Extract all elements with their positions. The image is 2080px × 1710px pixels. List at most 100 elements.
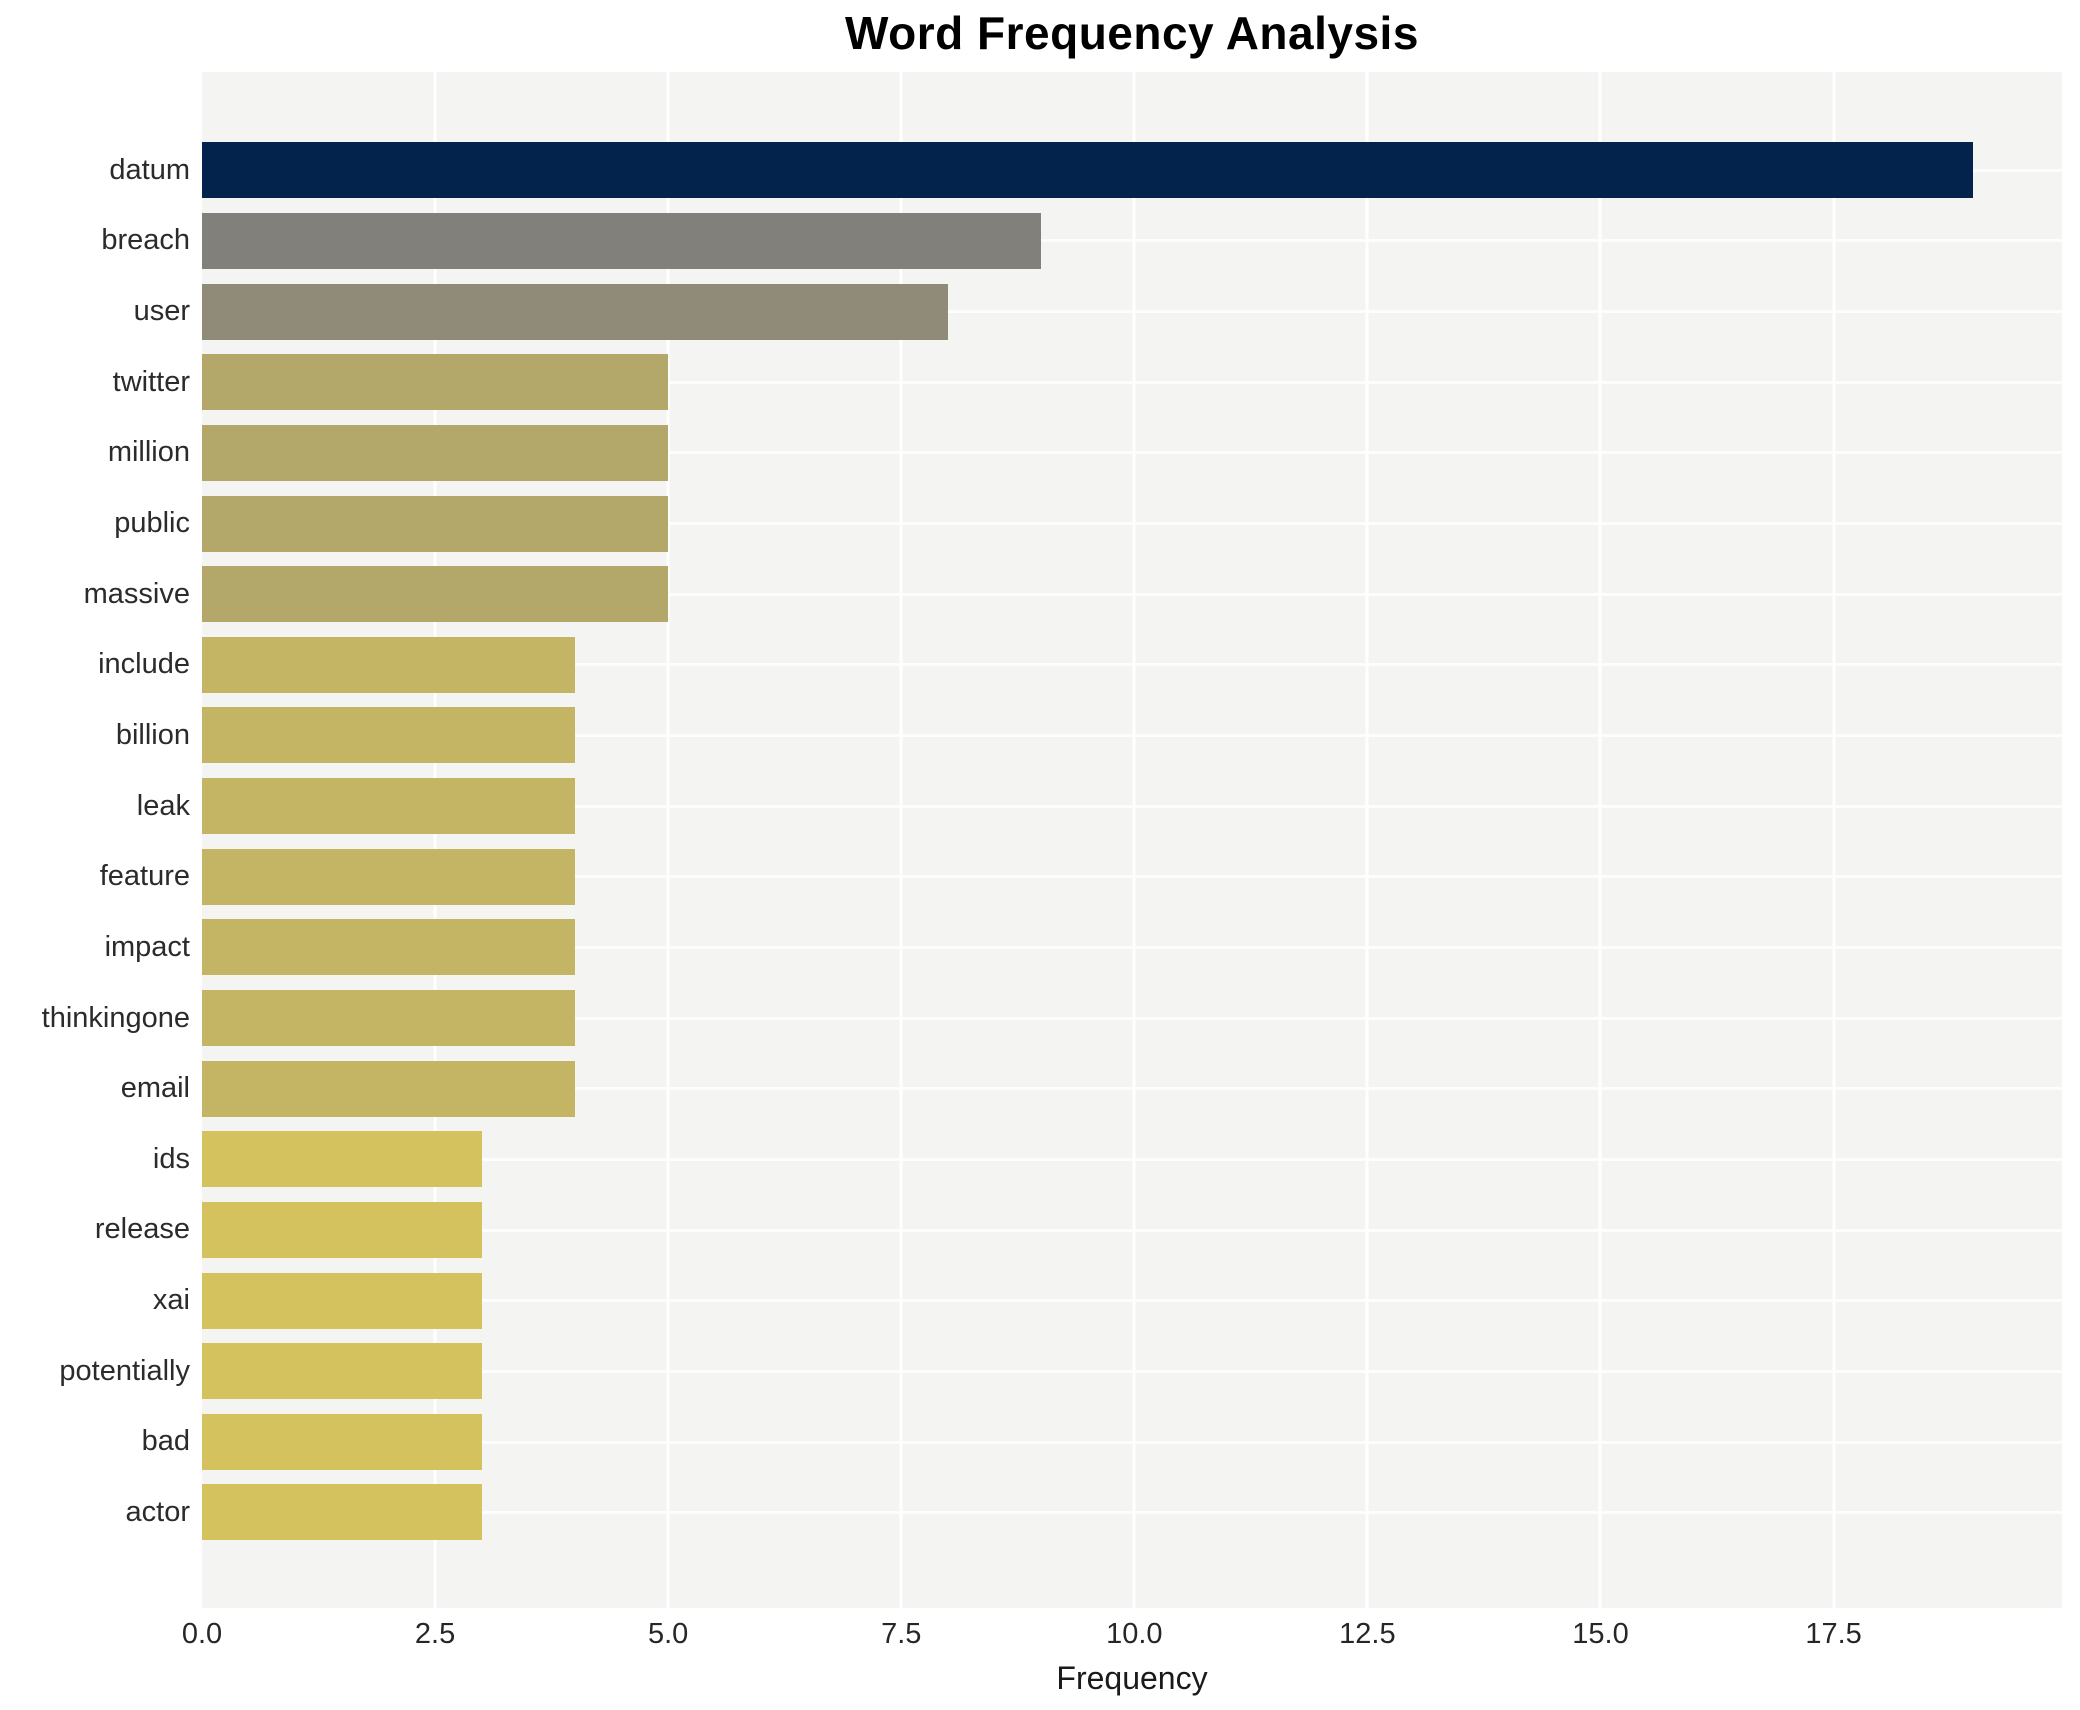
bar-feature bbox=[202, 848, 575, 905]
bar-row: billion bbox=[0, 700, 2062, 771]
bar-track bbox=[202, 1124, 2062, 1195]
horizontal-gridline bbox=[202, 663, 2062, 667]
bar-potentially bbox=[202, 1343, 482, 1400]
bar-row: feature bbox=[0, 841, 2062, 912]
bar-row: include bbox=[0, 629, 2062, 700]
bar-row: actor bbox=[0, 1477, 2062, 1548]
horizontal-gridline bbox=[202, 592, 2062, 596]
bar-track bbox=[202, 629, 2062, 700]
bar-ids bbox=[202, 1131, 482, 1188]
y-tick-label: billion bbox=[115, 718, 190, 751]
x-tick-label: 15.0 bbox=[1572, 1618, 1629, 1650]
bar-million bbox=[202, 424, 669, 481]
y-tick-label: include bbox=[98, 648, 190, 681]
y-tick-label: email bbox=[120, 1072, 190, 1105]
x-tick-label: 12.5 bbox=[1339, 1618, 1396, 1650]
bar-public bbox=[202, 495, 669, 552]
bar-breach bbox=[202, 212, 1042, 269]
y-tick-label: potentially bbox=[59, 1354, 190, 1387]
bar-track bbox=[202, 771, 2062, 842]
y-tick-label: feature bbox=[99, 860, 190, 893]
bar-include bbox=[202, 636, 575, 693]
bar-email bbox=[202, 1060, 575, 1117]
horizontal-gridline bbox=[202, 804, 2062, 808]
y-tick-label: million bbox=[107, 436, 190, 469]
y-tick-label: breach bbox=[101, 224, 190, 257]
bar-xai bbox=[202, 1272, 482, 1329]
vertical-gridline bbox=[899, 72, 903, 1608]
bar-track bbox=[202, 1053, 2062, 1124]
y-tick-label: user bbox=[133, 295, 190, 328]
bar-row: email bbox=[0, 1053, 2062, 1124]
bar-track bbox=[202, 135, 2062, 206]
vertical-gridline bbox=[1132, 72, 1136, 1608]
bar-track bbox=[202, 559, 2062, 630]
bar-thinkingone bbox=[202, 990, 575, 1046]
bar-track bbox=[202, 347, 2062, 418]
vertical-gridline bbox=[1365, 72, 1369, 1608]
bar-row: thinkingone bbox=[0, 983, 2062, 1054]
vertical-gridline bbox=[1832, 72, 1836, 1608]
y-tick-label: thinkingone bbox=[41, 1001, 190, 1034]
bar-row: ids bbox=[0, 1124, 2062, 1195]
bar-row: massive bbox=[0, 559, 2062, 630]
bar-track bbox=[202, 206, 2062, 277]
horizontal-gridline bbox=[202, 1157, 2062, 1161]
y-tick-label: datum bbox=[109, 153, 190, 186]
bar-track bbox=[202, 912, 2062, 983]
y-tick-label: bad bbox=[141, 1425, 190, 1458]
horizontal-gridline bbox=[202, 945, 2062, 949]
bar-row: potentially bbox=[0, 1336, 2062, 1407]
horizontal-gridline bbox=[202, 734, 2062, 738]
vertical-gridline bbox=[666, 72, 670, 1608]
bar-row: datum bbox=[0, 135, 2062, 206]
horizontal-gridline bbox=[202, 1369, 2062, 1373]
y-tick-label: release bbox=[94, 1213, 190, 1246]
bar-leak bbox=[202, 778, 575, 835]
horizontal-gridline bbox=[202, 522, 2062, 526]
bar-massive bbox=[202, 566, 669, 623]
y-tick-label: twitter bbox=[112, 365, 190, 398]
vertical-gridline bbox=[1598, 72, 1602, 1608]
bar-row: twitter bbox=[0, 347, 2062, 418]
bar-bad bbox=[202, 1413, 482, 1470]
bar-row: public bbox=[0, 488, 2062, 559]
y-tick-label: ids bbox=[152, 1142, 190, 1175]
x-tick-label: 10.0 bbox=[1106, 1618, 1163, 1650]
horizontal-gridline bbox=[202, 451, 2062, 455]
horizontal-gridline bbox=[202, 1228, 2062, 1232]
y-tick-label: actor bbox=[125, 1495, 190, 1528]
x-tick-label: 7.5 bbox=[881, 1618, 922, 1650]
bar-track bbox=[202, 418, 2062, 489]
vertical-gridline bbox=[433, 72, 437, 1608]
x-axis-label: Frequency bbox=[1056, 1660, 1208, 1696]
y-tick-label: public bbox=[114, 507, 190, 540]
bar-row: user bbox=[0, 276, 2062, 347]
bar-track bbox=[202, 1265, 2062, 1336]
bar-track bbox=[202, 700, 2062, 771]
horizontal-gridline bbox=[202, 239, 2062, 243]
bar-rows: datum breach user twitter million public massi… bbox=[0, 72, 2062, 1608]
y-tick-label: massive bbox=[83, 577, 190, 610]
horizontal-gridline bbox=[202, 1016, 2062, 1020]
horizontal-gridline bbox=[202, 310, 2062, 314]
bar-track bbox=[202, 841, 2062, 912]
bar-track bbox=[202, 276, 2062, 347]
bar-row: release bbox=[0, 1195, 2062, 1266]
horizontal-gridline bbox=[202, 1440, 2062, 1444]
bar-actor bbox=[202, 1484, 482, 1541]
y-tick-label: impact bbox=[104, 930, 190, 963]
chart-title: Word Frequency Analysis bbox=[845, 7, 1419, 59]
bar-row: breach bbox=[0, 206, 2062, 277]
horizontal-gridline bbox=[202, 380, 2062, 384]
bar-track bbox=[202, 1336, 2062, 1407]
bar-datum bbox=[202, 142, 1974, 199]
x-tick-label: 2.5 bbox=[414, 1618, 456, 1650]
x-tick-label: 0.0 bbox=[181, 1618, 223, 1650]
x-axis-ticks: 0.0 2.5 5.0 7.5 10.0 12.5 15.0 17.5 bbox=[182, 1618, 2062, 1656]
bar-track bbox=[202, 1195, 2062, 1266]
bar-row: leak bbox=[0, 771, 2062, 842]
bar-track bbox=[202, 983, 2062, 1054]
bar-track bbox=[202, 1477, 2062, 1548]
